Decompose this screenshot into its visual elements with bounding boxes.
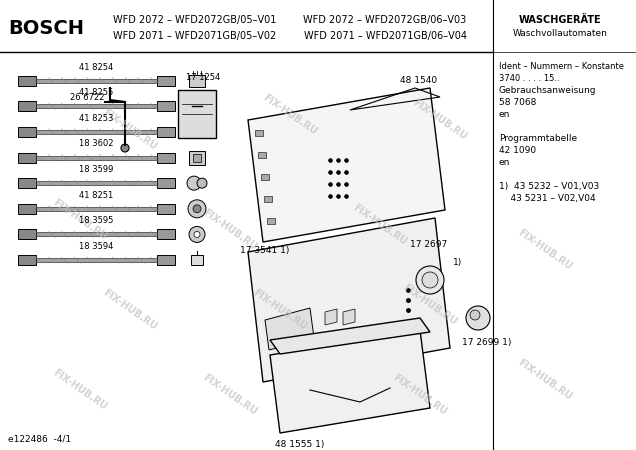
Text: FIX-HUB.RU: FIX-HUB.RU [261, 93, 319, 137]
Text: 58 7068: 58 7068 [499, 98, 536, 107]
Bar [157, 76, 175, 86]
Text: FIX-HUB.RU: FIX-HUB.RU [201, 208, 259, 252]
Text: 17 2697: 17 2697 [410, 240, 447, 249]
Bar [157, 255, 175, 265]
Text: 18 3595: 18 3595 [80, 216, 114, 225]
Text: FIX-HUB.RU: FIX-HUB.RU [351, 203, 409, 247]
Text: e122486  -4/1: e122486 -4/1 [8, 434, 71, 443]
Bar [264, 196, 272, 202]
Text: WFD 2071 – WFD2071GB/06–V04: WFD 2071 – WFD2071GB/06–V04 [303, 31, 466, 41]
Bar [18, 101, 36, 111]
Text: WFD 2071 – WFD2071GB/05–V02: WFD 2071 – WFD2071GB/05–V02 [113, 31, 277, 41]
Text: FIX-HUB.RU: FIX-HUB.RU [101, 288, 159, 332]
Circle shape [470, 310, 480, 320]
Text: 41 8254: 41 8254 [80, 63, 114, 72]
Bar [18, 178, 36, 188]
Text: 41 8253: 41 8253 [80, 114, 114, 123]
Text: en: en [499, 110, 510, 119]
Bar [157, 127, 175, 137]
Circle shape [422, 272, 438, 288]
Bar [157, 178, 175, 188]
Bar [157, 101, 175, 111]
Text: FIX-HUB.RU: FIX-HUB.RU [101, 108, 159, 152]
Bar [18, 204, 36, 214]
Circle shape [194, 231, 200, 238]
Text: 17 2699 1): 17 2699 1) [462, 338, 511, 347]
Text: FIX-HUB.RU: FIX-HUB.RU [51, 198, 109, 242]
Circle shape [187, 176, 201, 190]
Text: en: en [499, 158, 510, 167]
Bar [189, 75, 205, 86]
Circle shape [121, 144, 129, 152]
Bar [258, 152, 266, 158]
Circle shape [197, 178, 207, 188]
Bar [18, 127, 36, 137]
Text: 1): 1) [453, 258, 462, 267]
Bar [255, 130, 263, 136]
Bar [189, 150, 205, 165]
Text: FIX-HUB.RU: FIX-HUB.RU [51, 368, 109, 412]
Circle shape [466, 306, 490, 330]
Text: FIX-HUB.RU: FIX-HUB.RU [401, 283, 459, 327]
Bar [18, 76, 36, 86]
Polygon shape [248, 218, 450, 382]
Text: 41 8255: 41 8255 [80, 88, 114, 97]
Text: 3740 . . . . 15..: 3740 . . . . 15.. [499, 74, 560, 83]
Polygon shape [248, 88, 445, 242]
Bar [191, 255, 203, 265]
Text: WFD 2072 – WFD2072GB/06–V03: WFD 2072 – WFD2072GB/06–V03 [303, 15, 467, 25]
Bar [189, 128, 203, 136]
Circle shape [188, 200, 206, 218]
Text: WASCHGERÄTE: WASCHGERÄTE [519, 15, 601, 25]
Text: 17 1254: 17 1254 [186, 73, 220, 82]
Bar [18, 153, 36, 162]
Text: 18 3599: 18 3599 [80, 165, 114, 174]
Text: FIX-HUB.RU: FIX-HUB.RU [516, 358, 574, 402]
Text: 48 1540: 48 1540 [400, 76, 437, 85]
Bar [193, 153, 201, 162]
Circle shape [193, 205, 201, 213]
Text: FIX-HUB.RU: FIX-HUB.RU [201, 373, 259, 417]
Text: Gebrauchsanweisung: Gebrauchsanweisung [499, 86, 597, 95]
Polygon shape [343, 309, 355, 325]
Bar [18, 255, 36, 265]
Text: 18 3602: 18 3602 [80, 140, 114, 148]
Polygon shape [270, 330, 430, 433]
Text: 17 3541 1): 17 3541 1) [240, 246, 289, 255]
Text: WFD 2072 – WFD2072GB/05–V01: WFD 2072 – WFD2072GB/05–V01 [113, 15, 277, 25]
Text: 48 1555 1): 48 1555 1) [275, 440, 324, 449]
Bar [261, 174, 269, 180]
Text: BOSCH: BOSCH [8, 18, 84, 37]
Text: 42 1090: 42 1090 [499, 146, 536, 155]
Text: 1)  43 5232 – V01,V03: 1) 43 5232 – V01,V03 [499, 182, 599, 191]
Bar [178, 90, 216, 138]
Text: 41 8251: 41 8251 [80, 191, 114, 200]
Bar [157, 204, 175, 214]
Circle shape [193, 102, 201, 110]
Text: 43 5231 – V02,V04: 43 5231 – V02,V04 [499, 194, 595, 203]
Text: Ident – Nummern – Konstante: Ident – Nummern – Konstante [499, 62, 624, 71]
Circle shape [189, 226, 205, 243]
Bar [157, 230, 175, 239]
Circle shape [416, 266, 444, 294]
Bar [267, 218, 275, 224]
Text: FIX-HUB.RU: FIX-HUB.RU [251, 288, 309, 332]
Bar [18, 230, 36, 239]
Polygon shape [270, 318, 430, 354]
Text: 26 6722: 26 6722 [70, 94, 104, 103]
Text: FIX-HUB.RU: FIX-HUB.RU [516, 228, 574, 272]
Text: 18 3594: 18 3594 [80, 242, 114, 251]
Text: FIX-HUB.RU: FIX-HUB.RU [391, 373, 449, 417]
Polygon shape [265, 308, 314, 350]
Text: FIX-HUB.RU: FIX-HUB.RU [411, 98, 469, 142]
Bar [157, 153, 175, 162]
Text: Waschvollautomaten: Waschvollautomaten [513, 30, 607, 39]
Text: Programmtabelle: Programmtabelle [499, 134, 577, 143]
Polygon shape [325, 309, 337, 325]
